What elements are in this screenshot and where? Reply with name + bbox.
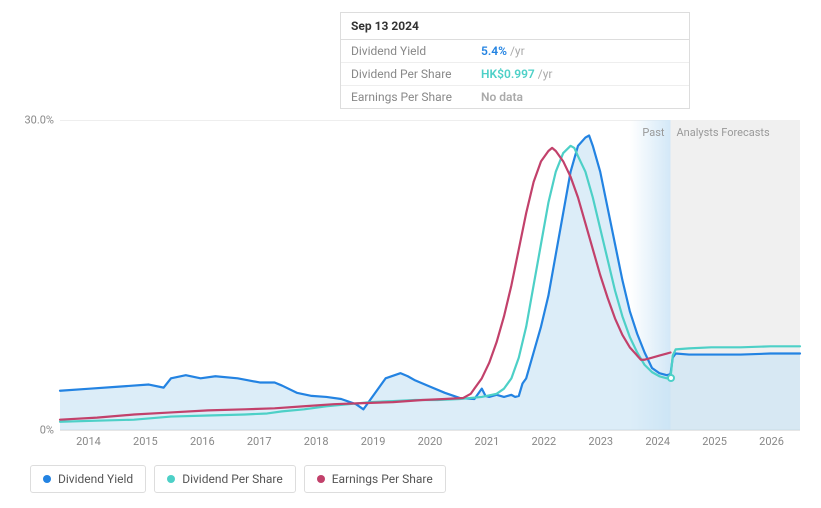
tooltip-row-unit: /yr	[538, 67, 553, 81]
x-tick: 2024	[629, 435, 686, 448]
x-tick: 2023	[572, 435, 629, 448]
x-tick: 2020	[402, 435, 459, 448]
x-tick: 2026	[743, 435, 800, 448]
x-tick: 2016	[174, 435, 231, 448]
tooltip-row-value: HK$0.997/yr	[481, 67, 553, 81]
y-axis-max: 30.0%	[24, 114, 54, 127]
x-tick: 2025	[686, 435, 743, 448]
legend: Dividend Yield Dividend Per Share Earnings…	[30, 465, 446, 493]
legend-dot	[43, 475, 51, 483]
tooltip: Sep 13 2024 Dividend Yield5.4%/yrDividen…	[340, 12, 690, 109]
tooltip-row: Dividend Yield5.4%/yr	[341, 40, 689, 63]
legend-item[interactable]: Earnings Per Share	[304, 465, 446, 493]
x-tick: 2019	[345, 435, 402, 448]
tooltip-row-unit: /yr	[510, 44, 525, 58]
legend-dot	[167, 475, 175, 483]
legend-item[interactable]: Dividend Yield	[30, 465, 146, 493]
legend-item[interactable]: Dividend Per Share	[154, 465, 296, 493]
tooltip-row-value: No data	[481, 90, 523, 104]
forecast-label: Analysts Forecasts	[677, 126, 770, 139]
plot-area: 30.0% 0% Past Analysts Forecasts 2014201…	[60, 120, 800, 430]
tooltip-row-value: 5.4%/yr	[481, 44, 525, 58]
tooltip-row: Dividend Per ShareHK$0.997/yr	[341, 63, 689, 86]
x-axis: 2014201520162017201820192020202120222023…	[60, 435, 800, 448]
x-tick: 2017	[231, 435, 288, 448]
past-label: Past	[642, 126, 664, 139]
tooltip-row-label: Earnings Per Share	[351, 90, 481, 104]
x-tick: 2022	[515, 435, 572, 448]
tooltip-row-label: Dividend Per Share	[351, 67, 481, 81]
y-axis-min: 0%	[40, 424, 54, 437]
legend-label: Dividend Yield	[58, 472, 133, 486]
legend-label: Earnings Per Share	[332, 472, 433, 486]
tooltip-row-label: Dividend Yield	[351, 44, 481, 58]
chart-container: Sep 13 2024 Dividend Yield5.4%/yrDividen…	[0, 0, 821, 508]
tooltip-date: Sep 13 2024	[341, 13, 689, 40]
legend-dot	[317, 475, 325, 483]
x-tick: 2018	[288, 435, 345, 448]
x-tick: 2014	[60, 435, 117, 448]
legend-label: Dividend Per Share	[182, 472, 283, 486]
current-marker	[667, 374, 675, 382]
chart-svg	[60, 120, 800, 430]
x-tick: 2015	[117, 435, 174, 448]
tooltip-row: Earnings Per ShareNo data	[341, 86, 689, 108]
x-tick: 2021	[458, 435, 515, 448]
